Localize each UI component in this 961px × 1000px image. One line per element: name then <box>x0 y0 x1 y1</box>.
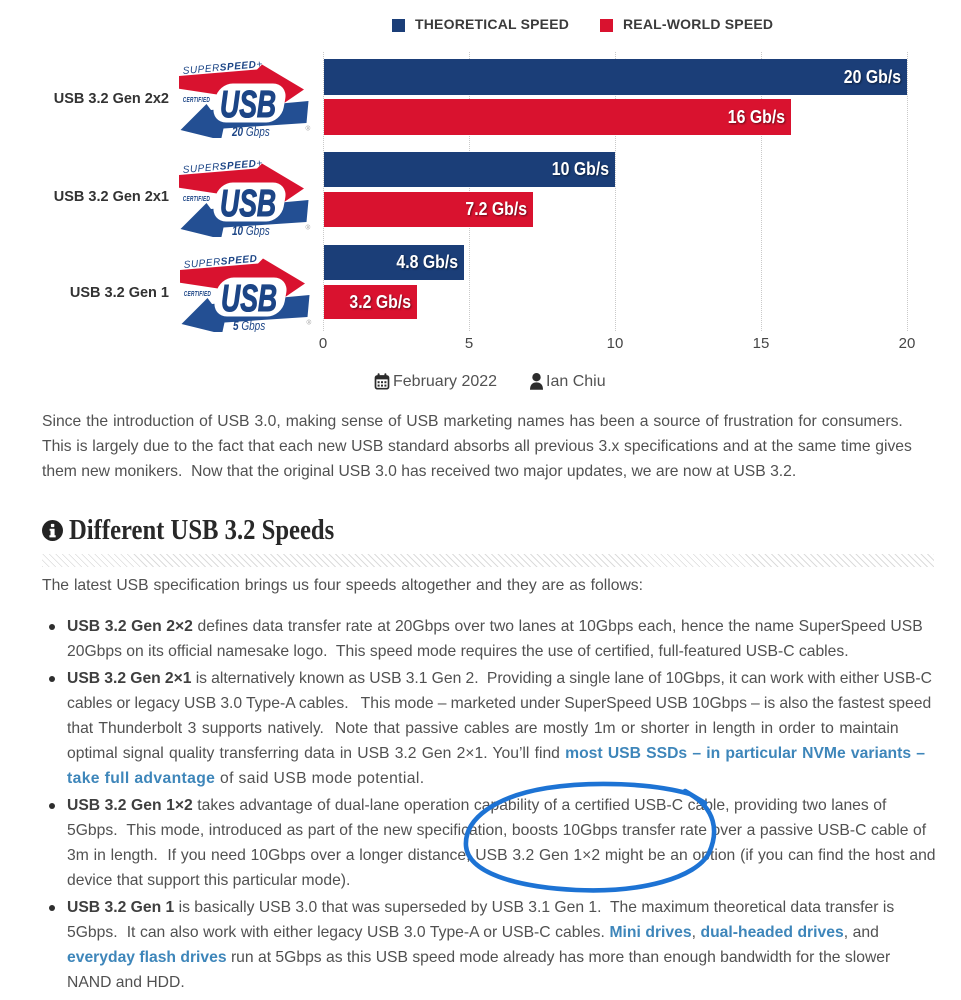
svg-text:10 Gbps: 10 Gbps <box>232 225 270 237</box>
svg-text:5 Gbps: 5 Gbps <box>233 320 265 332</box>
svg-text:20 Gbps: 20 Gbps <box>231 126 270 138</box>
